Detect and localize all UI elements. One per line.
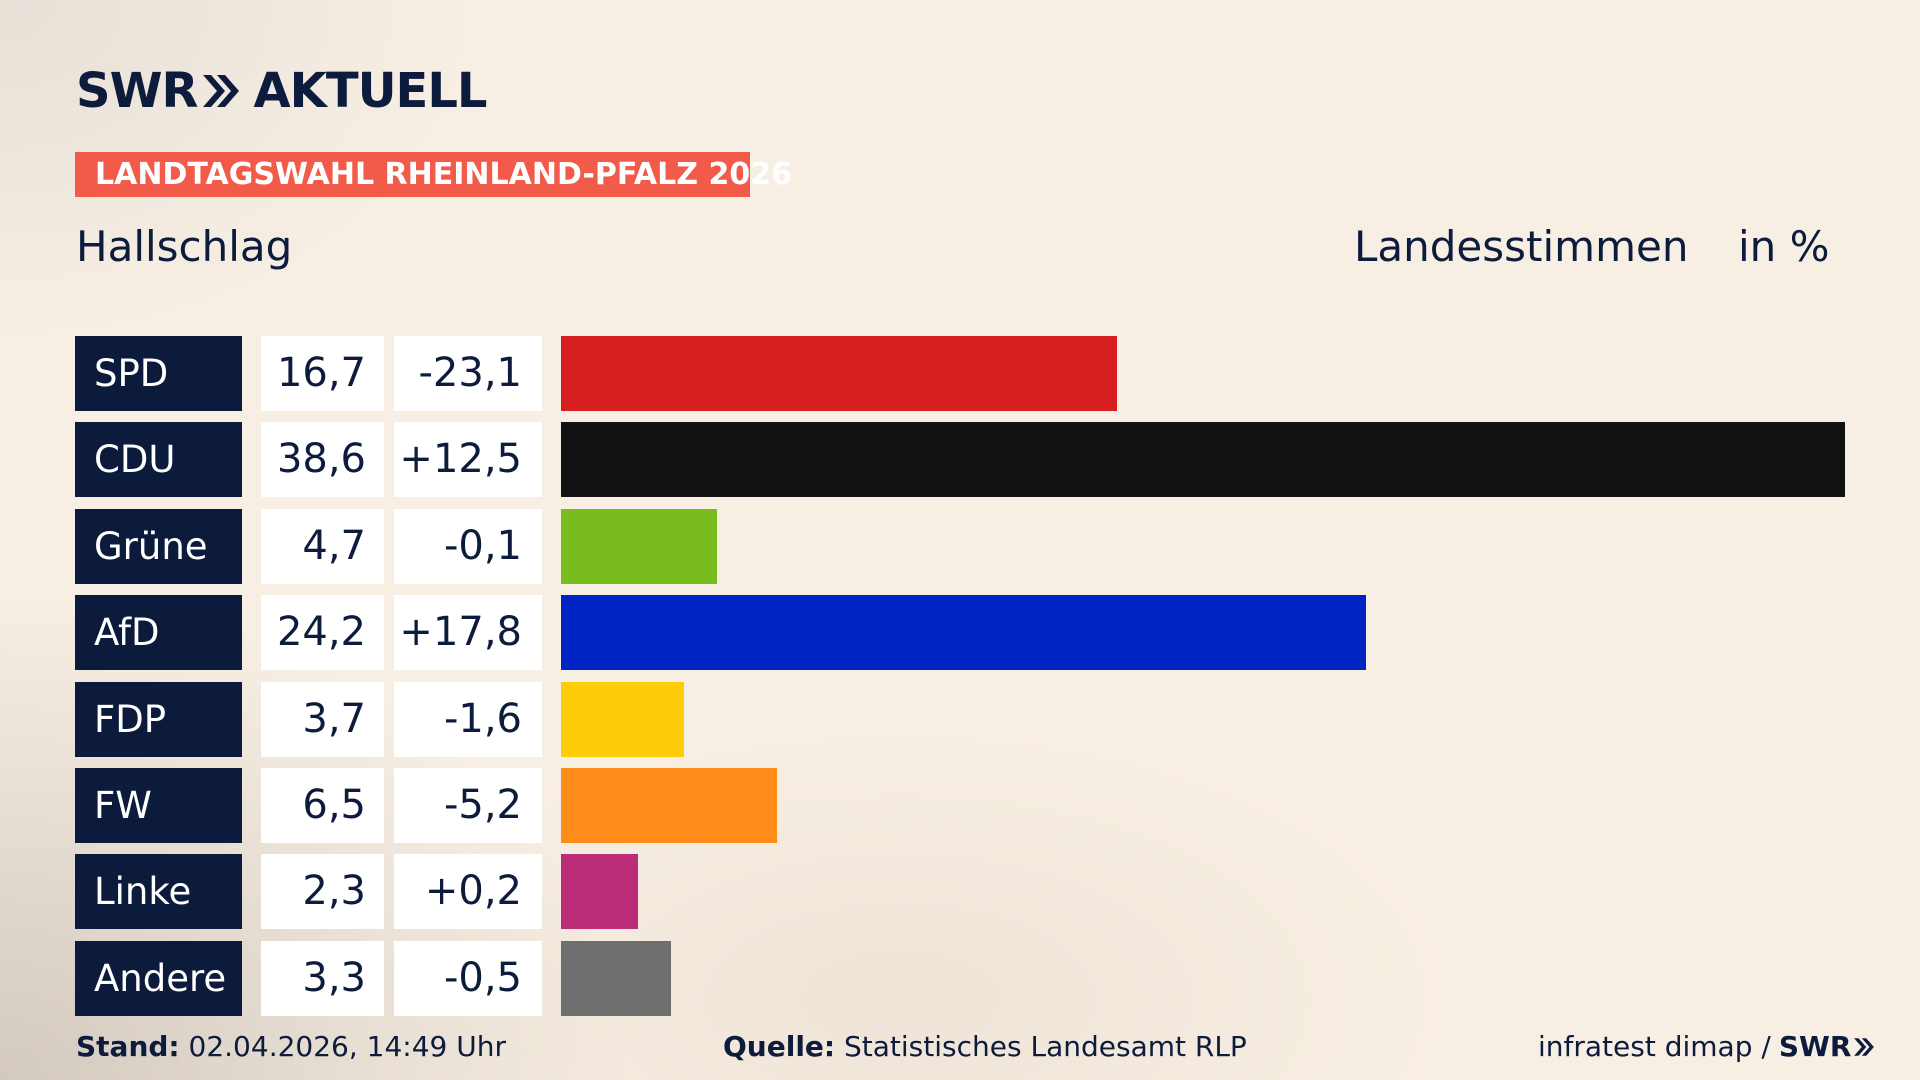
party-label: FW [75,768,242,843]
vote-change-value: -5,2 [394,768,542,843]
swr-aktuell-logo: SWR AKTUELL [76,63,488,119]
double-chevron-icon [203,75,240,107]
election-banner: LANDTAGSWAHL RHEINLAND-PFALZ 2026 [75,152,792,197]
result-row: CDU 38,6 +12,5 [75,422,1845,498]
vote-share-value: 3,7 [261,681,384,757]
pollster-info: infratest dimap / SWR [1538,1030,1875,1063]
party-label: AfD [75,595,242,671]
result-row: Grüne 4,7 -0,1 [75,508,1845,584]
vote-share-bar [561,768,777,843]
result-row: FW 6,5 -5,2 [75,768,1845,843]
party-label: Grüne [75,508,242,584]
vote-share-value: 4,7 [261,508,384,584]
unit-label: in % [1738,222,1830,271]
vote-share-bar [561,508,717,584]
party-label: FDP [75,681,242,757]
vote-change-value: -0,1 [394,508,542,584]
swr-small-logo: SWR [1779,1030,1876,1063]
party-label: Andere [75,940,242,1016]
result-row: AfD 24,2 +17,8 [75,595,1845,671]
source-value: Statistisches Landesamt RLP [844,1030,1247,1063]
party-label: CDU [75,422,242,498]
stand-value: 02.04.2026, 14:49 Uhr [188,1030,506,1063]
result-row: FDP 3,7 -1,6 [75,681,1845,757]
footer-brand: SWR [1778,1030,1852,1063]
party-label: Linke [75,854,242,930]
stand-info: Stand: 02.04.2026, 14:49 Uhr [76,1030,506,1063]
source-label: Quelle: [723,1030,836,1063]
vote-change-value: -23,1 [394,336,542,411]
vote-share-bar [561,854,638,930]
party-label: SPD [75,336,242,411]
vote-share-value: 2,3 [261,854,384,930]
vote-change-value: -1,6 [394,681,542,757]
pollster-label: infratest dimap / [1538,1030,1771,1063]
double-chevron-icon [1854,1037,1875,1056]
vote-share-bar [561,940,671,1016]
logo-product: AKTUELL [253,63,487,119]
vote-share-bar [561,422,1845,498]
source-info: Quelle: Statistisches Landesamt RLP [723,1030,1247,1063]
stand-label: Stand: [76,1030,180,1063]
vote-share-bar [561,336,1117,411]
metric-label: Landesstimmen [1354,222,1689,271]
vote-change-value: +0,2 [394,854,542,930]
vote-share-value: 3,3 [261,940,384,1016]
result-row: Andere 3,3 -0,5 [75,940,1845,1016]
vote-change-value: -0,5 [394,940,542,1016]
vote-share-value: 38,6 [261,422,384,498]
logo-brand: SWR [76,63,198,119]
vote-share-value: 16,7 [261,336,384,411]
result-row: SPD 16,7 -23,1 [75,336,1845,411]
region-title: Hallschlag [76,222,293,271]
vote-share-value: 24,2 [261,595,384,671]
vote-share-bar [561,595,1366,671]
vote-change-value: +12,5 [394,422,542,498]
vote-share-bar [561,681,684,757]
result-row: Linke 2,3 +0,2 [75,854,1845,930]
vote-share-value: 6,5 [261,768,384,843]
vote-change-value: +17,8 [394,595,542,671]
